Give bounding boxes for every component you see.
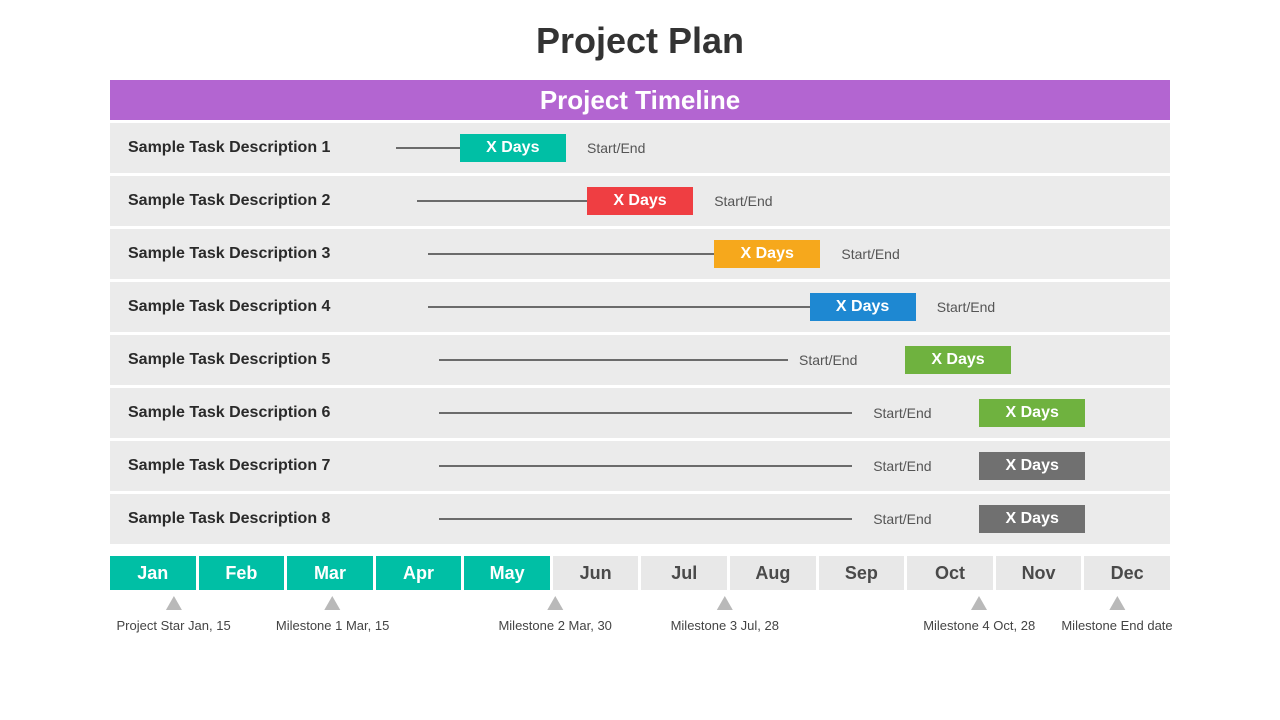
task-row: Sample Task Description 5 X Days Start/End [110, 335, 1170, 385]
task-duration-badge: X Days [587, 187, 693, 215]
task-row: Sample Task Description 8 X Days Start/End [110, 494, 1170, 544]
task-line [439, 412, 852, 414]
task-duration-badge: X Days [714, 240, 820, 268]
triangle-up-icon [547, 596, 563, 610]
month-cell: Apr [376, 556, 462, 590]
task-line [439, 465, 852, 467]
task-row: Sample Task Description 6 X Days Start/End [110, 388, 1170, 438]
task-startend-label: Start/End [937, 299, 995, 315]
milestone: Milestone End date [1061, 596, 1172, 633]
month-cell: Oct [907, 556, 993, 590]
task-startend-label: Start/End [873, 405, 931, 421]
task-line [428, 253, 714, 255]
triangle-up-icon [166, 596, 182, 610]
task-line [417, 200, 587, 202]
milestone-label: Project Star Jan, 15 [117, 618, 231, 633]
triangle-up-icon [325, 596, 341, 610]
task-duration-badge: X Days [979, 399, 1085, 427]
task-startend-label: Start/End [841, 246, 899, 262]
months-row: JanFebMarAprMayJunJulAugSepOctNovDec [110, 556, 1170, 590]
tasks-container: Sample Task Description 1 X Days Start/End… [110, 123, 1170, 544]
task-startend-label: Start/End [799, 352, 857, 368]
milestone: Milestone 2 Mar, 30 [498, 596, 611, 633]
month-cell: May [464, 556, 550, 590]
milestone-label: Milestone 1 Mar, 15 [276, 618, 389, 633]
task-line [428, 306, 810, 308]
milestone-label: Milestone 3 Jul, 28 [671, 618, 779, 633]
page-title: Project Plan [110, 20, 1170, 62]
month-cell: Mar [287, 556, 373, 590]
task-duration-badge: X Days [810, 293, 916, 321]
task-startend-label: Start/End [873, 458, 931, 474]
milestone-label: Milestone 2 Mar, 30 [498, 618, 611, 633]
task-line [439, 518, 852, 520]
task-label: Sample Task Description 6 [128, 404, 330, 422]
task-row: Sample Task Description 4 X Days Start/End [110, 282, 1170, 332]
task-startend-label: Start/End [587, 140, 645, 156]
month-cell: Sep [819, 556, 905, 590]
milestone: Milestone 3 Jul, 28 [671, 596, 779, 633]
month-cell: Aug [730, 556, 816, 590]
task-row: Sample Task Description 7 X Days Start/End [110, 441, 1170, 491]
task-label: Sample Task Description 7 [128, 457, 330, 475]
task-row: Sample Task Description 3 X Days Start/End [110, 229, 1170, 279]
task-row: Sample Task Description 2 X Days Start/End [110, 176, 1170, 226]
month-cell: Jun [553, 556, 639, 590]
month-cell: Dec [1084, 556, 1170, 590]
task-line [396, 147, 460, 149]
milestone-label: Milestone End date [1061, 618, 1172, 633]
task-label: Sample Task Description 1 [128, 139, 330, 157]
task-duration-badge: X Days [979, 452, 1085, 480]
task-label: Sample Task Description 4 [128, 298, 330, 316]
task-label: Sample Task Description 5 [128, 351, 330, 369]
task-label: Sample Task Description 8 [128, 510, 330, 528]
milestones-row: Project Star Jan, 15 Milestone 1 Mar, 15 M… [110, 596, 1170, 656]
task-startend-label: Start/End [873, 511, 931, 527]
task-duration-badge: X Days [460, 134, 566, 162]
task-label: Sample Task Description 3 [128, 245, 330, 263]
month-cell: Feb [199, 556, 285, 590]
triangle-up-icon [971, 596, 987, 610]
milestone: Milestone 4 Oct, 28 [923, 596, 1035, 633]
month-cell: Nov [996, 556, 1082, 590]
timeline-header: Project Timeline [110, 80, 1170, 120]
milestone: Project Star Jan, 15 [117, 596, 231, 633]
milestone: Milestone 1 Mar, 15 [276, 596, 389, 633]
task-line [439, 359, 789, 361]
triangle-up-icon [1109, 596, 1125, 610]
month-cell: Jan [110, 556, 196, 590]
milestone-label: Milestone 4 Oct, 28 [923, 618, 1035, 633]
task-label: Sample Task Description 2 [128, 192, 330, 210]
task-duration-badge: X Days [905, 346, 1011, 374]
task-row: Sample Task Description 1 X Days Start/End [110, 123, 1170, 173]
triangle-up-icon [717, 596, 733, 610]
task-startend-label: Start/End [714, 193, 772, 209]
task-duration-badge: X Days [979, 505, 1085, 533]
month-cell: Jul [641, 556, 727, 590]
